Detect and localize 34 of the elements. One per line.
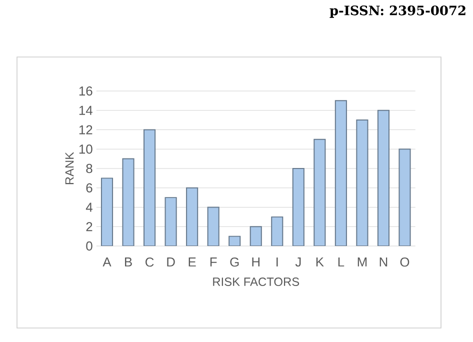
text: p-ISSN: 2395-0072 (330, 6, 466, 18)
y-tick-label: 14 (79, 106, 92, 115)
x-tick-label: B (125, 258, 132, 266)
x-tick-label: C (146, 258, 154, 267)
bar (122, 158, 134, 246)
x-tick-label: J (295, 258, 301, 267)
bar (334, 100, 347, 246)
bar (144, 129, 156, 246)
x-tick-label: I (276, 258, 278, 266)
x-tick-label: O (400, 258, 410, 267)
x-tick-label: D (167, 258, 175, 266)
bar (377, 110, 390, 246)
y-tick-label: 6 (86, 183, 92, 192)
y-tick-label: 2 (86, 222, 92, 232)
bar (398, 148, 411, 246)
x-tick-label: K (316, 258, 324, 266)
y-tick-label: 16 (79, 86, 92, 96)
x-tick-label: H (252, 258, 260, 266)
y-tick-label: 0 (86, 241, 92, 251)
y-tick-label: 8 (86, 164, 92, 174)
bar (356, 120, 368, 246)
x-tick-label: N (380, 258, 388, 266)
x-tick-label: E (188, 258, 196, 266)
x-tick-label: A (102, 258, 112, 266)
x-tick-label: G (230, 258, 239, 267)
y-tick-label: 4 (86, 202, 92, 212)
y-tick-label: 10 (79, 144, 92, 154)
y-tick-label: 12 (79, 125, 92, 134)
x-tick-label: L (338, 258, 344, 266)
y-axis-title: RANK (65, 152, 74, 184)
x-axis-title: RISK FACTORS (213, 278, 300, 286)
bar (314, 138, 326, 246)
x-tick-label: F (210, 258, 217, 266)
x-tick-label: M (358, 258, 367, 266)
